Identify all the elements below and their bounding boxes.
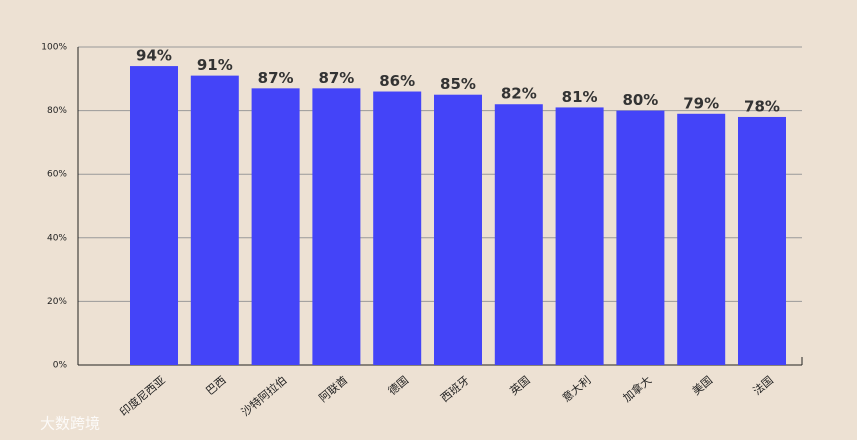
value-label: 87% xyxy=(318,69,354,87)
x-tick-label: 巴西 xyxy=(203,374,228,398)
value-label: 82% xyxy=(501,85,537,103)
value-label: 94% xyxy=(136,47,172,65)
y-tick-label: 80% xyxy=(47,106,67,116)
bar xyxy=(251,88,300,365)
bar xyxy=(373,91,422,366)
value-label: 78% xyxy=(744,97,780,115)
value-label: 80% xyxy=(622,91,658,109)
x-tick-label: 美国 xyxy=(690,374,715,398)
bar xyxy=(190,75,239,366)
value-label: 85% xyxy=(440,75,476,93)
x-tick-label: 加拿大 xyxy=(620,373,654,405)
bar xyxy=(738,116,786,366)
y-tick-label: 40% xyxy=(47,233,67,243)
watermark: 大数跨境 xyxy=(40,415,100,433)
x-tick-label: 印度尼西亚 xyxy=(117,373,168,419)
x-tick-label: 沙特阿拉伯 xyxy=(238,373,289,419)
x-tick-label: 阿联酋 xyxy=(316,373,350,405)
bar xyxy=(312,88,361,365)
bar xyxy=(434,94,482,365)
bar xyxy=(555,107,604,366)
y-tick-label: 0% xyxy=(53,361,68,371)
value-label: 87% xyxy=(258,69,294,87)
bar xyxy=(616,110,665,365)
x-tick-label: 英国 xyxy=(507,373,533,398)
value-label: 81% xyxy=(562,88,598,106)
value-label: 91% xyxy=(197,56,233,74)
y-tick-label: 20% xyxy=(47,297,67,307)
x-tick-label: 意大利 xyxy=(559,373,593,405)
value-label: 86% xyxy=(379,72,415,90)
bar xyxy=(494,104,543,366)
y-tick-label: 100% xyxy=(41,43,67,53)
x-tick-label: 法国 xyxy=(750,373,776,398)
x-tick-label: 德国 xyxy=(385,373,411,398)
x-tick-label: 西班牙 xyxy=(438,374,472,405)
bar xyxy=(677,113,726,365)
bar xyxy=(130,66,178,365)
value-label: 79% xyxy=(683,94,719,112)
y-tick-label: 60% xyxy=(47,170,67,180)
